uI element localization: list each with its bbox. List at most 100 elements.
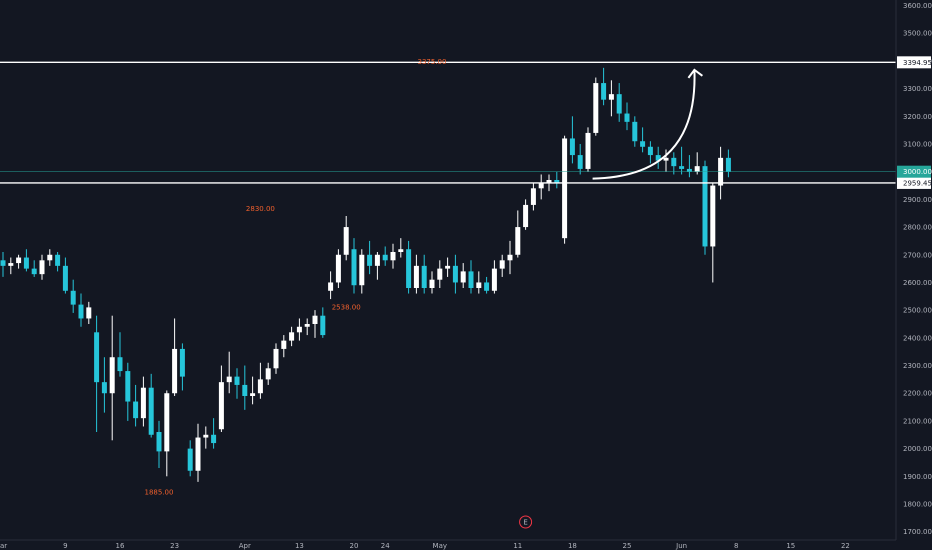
candle-body	[663, 157, 669, 161]
time-tick-label: 18	[568, 542, 577, 550]
candle-body	[148, 387, 154, 435]
candle-body	[226, 376, 232, 383]
candle-body	[179, 348, 185, 377]
candle-body	[343, 227, 349, 255]
candle-body	[608, 94, 614, 100]
candle-body	[250, 393, 256, 396]
candle-body	[281, 340, 287, 349]
candle-body	[265, 368, 271, 380]
event-marker-icon	[519, 515, 533, 529]
forecast-arrow-head	[687, 68, 703, 79]
candle-body	[554, 180, 560, 183]
price-tick-label: 2900.00	[903, 196, 932, 204]
price-tick-label: 2300.00	[903, 362, 932, 370]
candle-body	[476, 282, 482, 288]
candle-body	[429, 279, 435, 288]
candle-body	[55, 254, 61, 266]
price-annotation: 3375.00	[418, 58, 447, 66]
candle-body	[671, 157, 677, 167]
candle-body	[23, 257, 29, 269]
candle-body	[710, 185, 716, 247]
price-tick-label: 2400.00	[903, 334, 932, 342]
candle-body	[39, 260, 45, 275]
candle-body	[616, 94, 622, 114]
candle-body	[351, 249, 357, 286]
candles-layer	[0, 67, 731, 482]
candle-body	[367, 254, 373, 266]
candle-body	[593, 83, 599, 133]
candle-body	[31, 268, 37, 275]
current-price-label: 3000.00	[903, 168, 932, 176]
candle-body	[164, 393, 170, 452]
time-tick-label: ar	[0, 542, 7, 550]
level-price-label: 3394.95	[903, 59, 932, 67]
price-axis[interactable]: 1700.00 1800.00 1900.00 2000.00 2100.00 2200.…	[903, 2, 932, 536]
candle-body	[140, 387, 146, 419]
candle-body	[117, 357, 123, 372]
price-tick-label: 1900.00	[903, 473, 932, 481]
candle-body	[382, 254, 388, 261]
candle-body	[640, 141, 646, 147]
candle-body	[195, 437, 201, 471]
candle-body	[562, 138, 568, 239]
price-tick-label: 1700.00	[903, 528, 932, 536]
forecast-arrow-curve	[592, 69, 696, 180]
candle-body	[296, 326, 302, 333]
candle-body	[211, 434, 217, 444]
time-tick-label: 23	[170, 542, 179, 550]
time-tick-label: 22	[841, 542, 850, 550]
candle-body	[538, 182, 544, 189]
time-tick-label: Apr	[239, 542, 251, 550]
price-tick-label: 2800.00	[903, 224, 932, 232]
current-price-tag	[897, 165, 931, 178]
candle-body	[398, 249, 404, 252]
level-price-tag	[897, 176, 931, 189]
forecast-arrow-layer	[592, 68, 703, 180]
candle-body	[242, 384, 248, 396]
candle-body	[0, 260, 6, 266]
candle-body	[647, 146, 653, 156]
price-tick-label: 3100.00	[903, 141, 932, 149]
candle-body	[187, 448, 193, 471]
candle-body	[16, 257, 22, 264]
candle-body	[686, 168, 692, 172]
candle-body	[585, 132, 591, 169]
candle-body	[679, 166, 685, 169]
candle-body	[335, 254, 341, 283]
candle-body	[320, 315, 326, 336]
candle-body	[390, 252, 396, 261]
candle-body	[156, 432, 162, 452]
candle-body	[530, 188, 536, 205]
candle-body	[413, 265, 419, 288]
time-tick-label: 25	[623, 542, 632, 550]
candle-body	[445, 265, 451, 269]
candle-body	[257, 379, 263, 394]
candle-body	[8, 263, 14, 266]
candle-body	[218, 382, 224, 430]
candle-body	[94, 332, 100, 383]
price-annotation: 2830.00	[246, 205, 275, 213]
candle-body	[523, 204, 529, 228]
candle-body	[569, 138, 575, 156]
candle-body	[491, 268, 497, 291]
candle-body	[374, 254, 380, 266]
candle-body	[546, 180, 552, 183]
price-tick-label: 3300.00	[903, 85, 932, 93]
candle-body	[312, 315, 318, 324]
candle-body	[328, 282, 334, 291]
time-tick-label: 20	[350, 542, 359, 550]
candle-body	[694, 166, 700, 172]
level-price-label: 2959.45	[903, 179, 932, 187]
time-axis[interactable]: ar 9 16 23 Apr 13 20 24 May 11 18 25 Jun 8 15 22 E	[0, 515, 850, 550]
annotations-layer: 3375.00 2830.00 2538.00 1885.00	[145, 58, 447, 497]
time-tick-label: 24	[381, 542, 390, 550]
candle-body	[273, 348, 279, 369]
candle-body	[70, 290, 76, 305]
candle-body	[725, 157, 731, 172]
candle-body	[289, 332, 295, 341]
candle-body	[601, 83, 607, 100]
candle-body	[702, 166, 708, 247]
candle-body	[437, 268, 443, 280]
